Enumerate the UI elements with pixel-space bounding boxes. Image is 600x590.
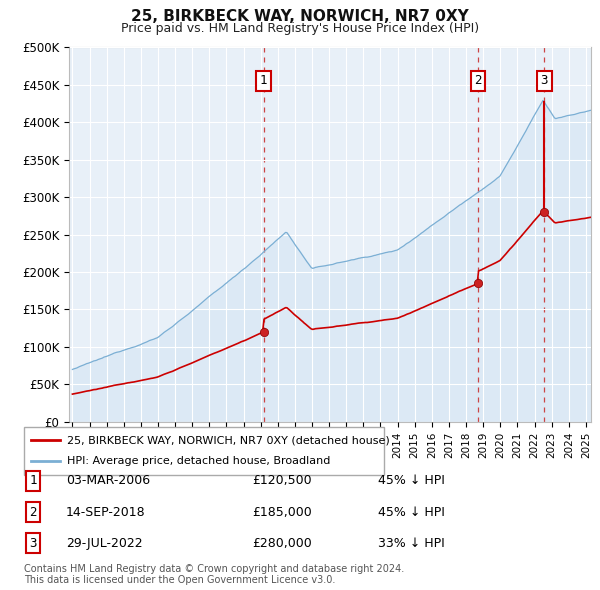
- Text: 25, BIRKBECK WAY, NORWICH, NR7 0XY: 25, BIRKBECK WAY, NORWICH, NR7 0XY: [131, 9, 469, 24]
- Text: 2: 2: [475, 74, 482, 87]
- Text: £120,500: £120,500: [252, 474, 311, 487]
- Text: 1: 1: [260, 74, 268, 87]
- FancyBboxPatch shape: [24, 427, 384, 475]
- Text: Contains HM Land Registry data © Crown copyright and database right 2024.
This d: Contains HM Land Registry data © Crown c…: [24, 563, 404, 585]
- Text: 33% ↓ HPI: 33% ↓ HPI: [378, 537, 445, 550]
- Text: Price paid vs. HM Land Registry's House Price Index (HPI): Price paid vs. HM Land Registry's House …: [121, 22, 479, 35]
- Text: HPI: Average price, detached house, Broadland: HPI: Average price, detached house, Broa…: [67, 457, 331, 467]
- Text: 3: 3: [541, 74, 548, 87]
- Text: 45% ↓ HPI: 45% ↓ HPI: [378, 474, 445, 487]
- Text: 29-JUL-2022: 29-JUL-2022: [66, 537, 143, 550]
- Text: 03-MAR-2006: 03-MAR-2006: [66, 474, 150, 487]
- Text: 45% ↓ HPI: 45% ↓ HPI: [378, 506, 445, 519]
- Text: 14-SEP-2018: 14-SEP-2018: [66, 506, 146, 519]
- Text: 1: 1: [29, 474, 37, 487]
- Text: £185,000: £185,000: [252, 506, 312, 519]
- Text: 3: 3: [29, 537, 37, 550]
- Text: £280,000: £280,000: [252, 537, 312, 550]
- Text: 2: 2: [29, 506, 37, 519]
- Text: 25, BIRKBECK WAY, NORWICH, NR7 0XY (detached house): 25, BIRKBECK WAY, NORWICH, NR7 0XY (deta…: [67, 435, 390, 445]
